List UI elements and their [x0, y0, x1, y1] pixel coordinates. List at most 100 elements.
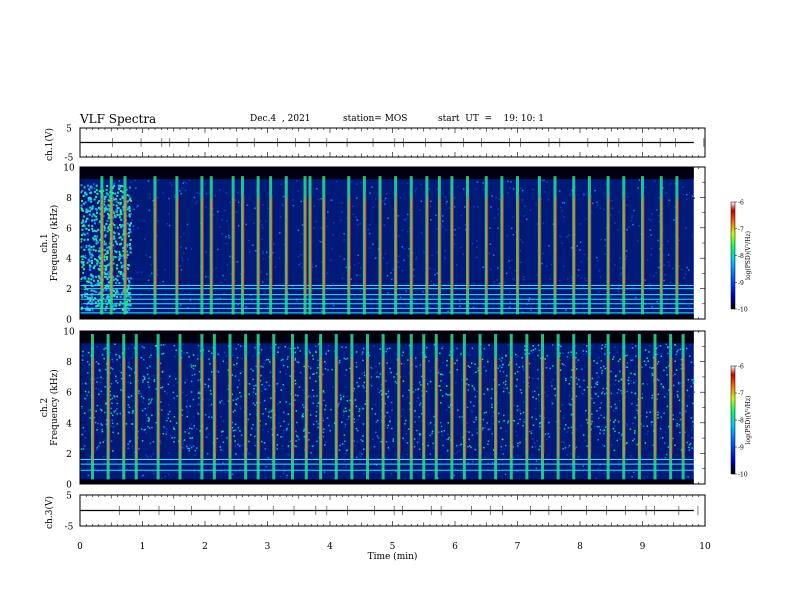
- spectrogram-broadband: [483, 446, 485, 449]
- spectrogram-broadband: [485, 370, 487, 372]
- spectrogram-intense-region: [103, 207, 106, 210]
- spectrogram-broadband: [207, 386, 210, 388]
- spectrogram-intense-region: [118, 216, 121, 219]
- spectrogram-noise: [552, 223, 555, 225]
- spectrogram-broadband: [355, 427, 358, 430]
- spectrogram-broadband: [458, 416, 461, 418]
- spectrogram-noise: [267, 207, 269, 210]
- spectrogram-intense-region: [115, 295, 118, 298]
- spectrogram-broadband: [282, 384, 284, 386]
- spectrogram-broadband: [368, 354, 371, 357]
- spectrogram-noise: [145, 254, 147, 257]
- spectrogram-noise: [415, 188, 417, 190]
- spectrogram-broadband: [568, 403, 571, 405]
- spectrogram-noise: [631, 343, 634, 345]
- spectrogram-noise: [322, 417, 324, 419]
- spectrogram-noise: [476, 390, 479, 393]
- spectrogram-broadband: [294, 394, 297, 396]
- spectrogram-noise: [523, 418, 526, 421]
- spectrogram-noise: [381, 200, 384, 203]
- spectrogram-broadband: [345, 346, 347, 349]
- spectrogram-broadband: [252, 369, 254, 372]
- spectrogram-noise: [536, 386, 539, 389]
- spectrogram-broadband: [127, 404, 130, 406]
- spectrogram-noise: [398, 255, 400, 257]
- spectrogram-intense-region: [127, 206, 130, 209]
- spectrogram-noise: [633, 438, 635, 440]
- spectrogram-noise: [434, 273, 436, 276]
- spectrogram-intense-region: [105, 285, 108, 288]
- spectrogram-broadband: [173, 416, 176, 418]
- spectrogram-noise: [571, 279, 573, 281]
- spectrogram-noise: [331, 282, 334, 285]
- spectrogram-noise: [301, 224, 304, 226]
- spectrogram-broadband: [448, 354, 451, 356]
- spectrogram-broadband: [633, 381, 635, 384]
- spectrogram-noise: [599, 207, 602, 209]
- spectrogram-broadband: [343, 434, 346, 436]
- spectrogram-broadband: [116, 413, 118, 415]
- spectrogram-broadband: [111, 414, 114, 417]
- spectrogram-noise: [131, 277, 133, 280]
- spectrogram-intense-region: [92, 289, 95, 292]
- spectrogram-intense-region: [113, 304, 116, 307]
- spectrogram-broadband: [612, 427, 615, 430]
- spectrogram-broadband: [180, 350, 183, 352]
- spectrogram-noise: [205, 206, 207, 209]
- spectrogram-broadband: [116, 382, 119, 384]
- sferic-burst-peak: [543, 358, 545, 454]
- spectrogram-noise: [376, 371, 378, 374]
- spectrogram-intense-region: [128, 205, 131, 208]
- spectrogram-intense-region: [85, 295, 88, 298]
- spectrogram-noise: [234, 470, 237, 473]
- spectrogram-broadband: [280, 359, 283, 361]
- spectrogram-noise: [134, 179, 136, 182]
- spectrogram-noise: [661, 458, 663, 460]
- spectrogram-broadband: [687, 378, 690, 381]
- spectrogram-broadband: [602, 365, 605, 368]
- sferic-burst-peak: [349, 194, 351, 289]
- sferic-burst-peak: [365, 194, 367, 289]
- spectrogram-noise: [454, 234, 457, 236]
- spectrogram-broadband: [357, 385, 359, 388]
- spectrogram-noise: [161, 388, 164, 390]
- spectrogram-intense-region: [129, 228, 132, 231]
- spectrogram-intense-region: [115, 267, 118, 270]
- spectrogram-noise: [232, 354, 234, 357]
- spectrogram-noise: [650, 219, 652, 221]
- spectrogram-noise: [632, 286, 634, 288]
- spectrogram-noise: [436, 272, 439, 274]
- spectrogram-intense-region: [81, 224, 84, 227]
- spectrogram-noise: [80, 467, 82, 470]
- spectrogram-broadband: [686, 405, 688, 407]
- spectrogram-noise: [616, 392, 619, 394]
- spectrogram-broadband: [597, 395, 600, 398]
- spectrogram-broadband: [660, 355, 663, 357]
- spectrogram-broadband: [456, 359, 458, 362]
- spectrogram-broadband: [308, 432, 310, 434]
- spectrogram-intense-region: [103, 200, 106, 203]
- spectrogram-broadband: [133, 347, 136, 349]
- spectrogram-broadband: [191, 437, 194, 439]
- spectrogram-intense-region: [104, 309, 107, 312]
- spectrogram-intense-region: [120, 212, 123, 215]
- spectrogram-broadband: [295, 410, 298, 412]
- spectrogram-noise: [112, 460, 114, 463]
- spectrogram-broadband: [294, 357, 297, 360]
- spectrogram-broadband: [270, 410, 272, 413]
- spectrogram-noise: [515, 384, 517, 386]
- spectrogram-broadband: [84, 397, 86, 400]
- spectrogram-broadband: [600, 367, 602, 369]
- spectrogram-broadband: [614, 403, 616, 406]
- spectrogram-broadband: [196, 447, 198, 449]
- spectrogram-noise: [252, 244, 254, 247]
- spectrogram-noise: [401, 269, 404, 272]
- spectrogram-noise: [497, 227, 499, 229]
- spectrogram-intense-region: [104, 253, 107, 256]
- spectrogram-broadband: [301, 414, 304, 417]
- spectrogram-broadband: [147, 381, 149, 384]
- spectrogram-noise: [432, 295, 435, 298]
- spectrogram-broadband: [412, 391, 415, 393]
- sferic-burst-core: [304, 198, 306, 297]
- spectrogram-noise: [618, 210, 620, 213]
